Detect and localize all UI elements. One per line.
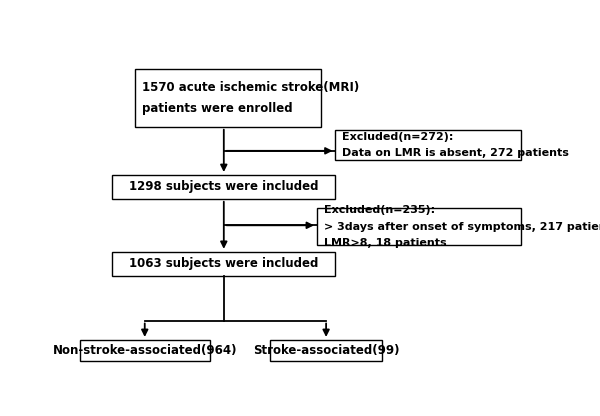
Text: Stroke-associated(99): Stroke-associated(99) xyxy=(253,344,400,357)
Text: Excluded(n=235):
> 3days after onset of symptoms, 217 patients
LMR>8, 18 patient: Excluded(n=235): > 3days after onset of … xyxy=(324,206,600,248)
Text: Non-stroke-associated(964): Non-stroke-associated(964) xyxy=(53,344,237,357)
FancyBboxPatch shape xyxy=(335,130,521,161)
FancyBboxPatch shape xyxy=(112,175,335,199)
Text: 1063 subjects were included: 1063 subjects were included xyxy=(129,257,319,270)
FancyBboxPatch shape xyxy=(270,340,382,361)
FancyBboxPatch shape xyxy=(317,208,521,245)
FancyBboxPatch shape xyxy=(112,252,335,276)
Text: 1298 subjects were included: 1298 subjects were included xyxy=(129,181,319,193)
FancyBboxPatch shape xyxy=(80,340,210,361)
Text: Excluded(n=272):
Data on LMR is absent, 272 patients: Excluded(n=272): Data on LMR is absent, … xyxy=(343,132,569,158)
Text: 1570 acute ischemic stroke(MRI)
patients were enrolled: 1570 acute ischemic stroke(MRI) patients… xyxy=(142,81,359,115)
FancyBboxPatch shape xyxy=(136,69,322,127)
